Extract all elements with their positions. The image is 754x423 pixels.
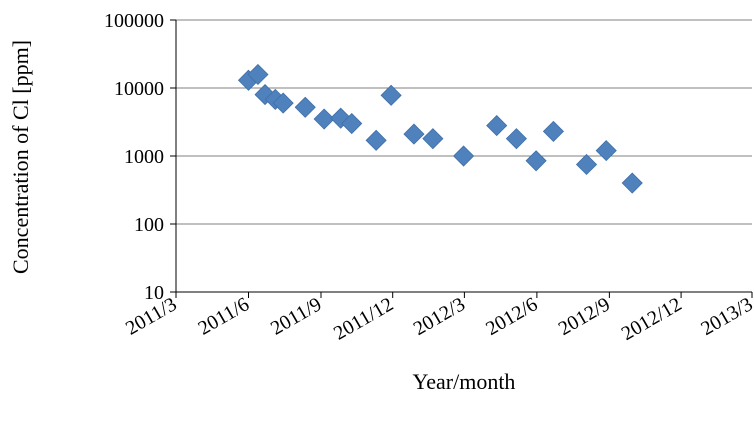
x-axis-ticks: 2011/3 2011/6 2011/9 2011/12 2012/3 2012/6 201… bbox=[122, 292, 754, 345]
data-point-diamond bbox=[453, 145, 475, 167]
y-axis-ticks: 10 100 1000 10000 100000 bbox=[104, 10, 176, 304]
data-point-diamond bbox=[313, 108, 335, 130]
data-point-diamond bbox=[254, 84, 276, 106]
x-tick-label: 2013/3 bbox=[697, 293, 754, 340]
data-point-diamond bbox=[341, 112, 363, 135]
y-tick-label: 10000 bbox=[114, 78, 164, 100]
x-tick-label: 2011/6 bbox=[195, 293, 253, 339]
y-tick-label: 100 bbox=[134, 214, 164, 236]
data-point-diamond bbox=[247, 63, 269, 86]
x-tick-label: 2012/3 bbox=[410, 293, 469, 340]
y-tick-label: 100000 bbox=[104, 10, 164, 32]
x-tick-label: 2011/12 bbox=[330, 293, 397, 344]
x-tick-label: 2011/9 bbox=[267, 293, 325, 339]
y-axis-title: Concentration of Cl [ppm] bbox=[8, 40, 33, 274]
data-point-diamond bbox=[525, 150, 547, 172]
y-tick-label: 10 bbox=[144, 282, 164, 304]
data-point-diamond bbox=[621, 172, 643, 194]
data-point-diamond bbox=[595, 140, 617, 162]
data-point-diamond bbox=[575, 153, 598, 176]
data-point-diamond bbox=[272, 92, 294, 114]
y-tick-label: 1000 bbox=[124, 146, 164, 168]
data-point-diamond bbox=[403, 123, 425, 145]
data-point-diamond bbox=[380, 84, 402, 106]
x-axis-title: Year/month bbox=[413, 369, 516, 394]
data-point-diamond bbox=[486, 115, 508, 137]
grid-lines bbox=[176, 19, 752, 225]
x-tick-label: 2012/12 bbox=[618, 293, 686, 345]
x-tick-label: 2012/6 bbox=[482, 293, 541, 340]
data-point-diamond bbox=[542, 120, 564, 142]
data-point-diamond bbox=[294, 96, 316, 118]
data-point-diamond bbox=[505, 128, 527, 150]
data-point-diamond bbox=[365, 129, 387, 151]
x-tick-label: 2012/9 bbox=[555, 293, 614, 340]
data-points bbox=[237, 63, 643, 194]
data-point-diamond bbox=[422, 128, 444, 150]
